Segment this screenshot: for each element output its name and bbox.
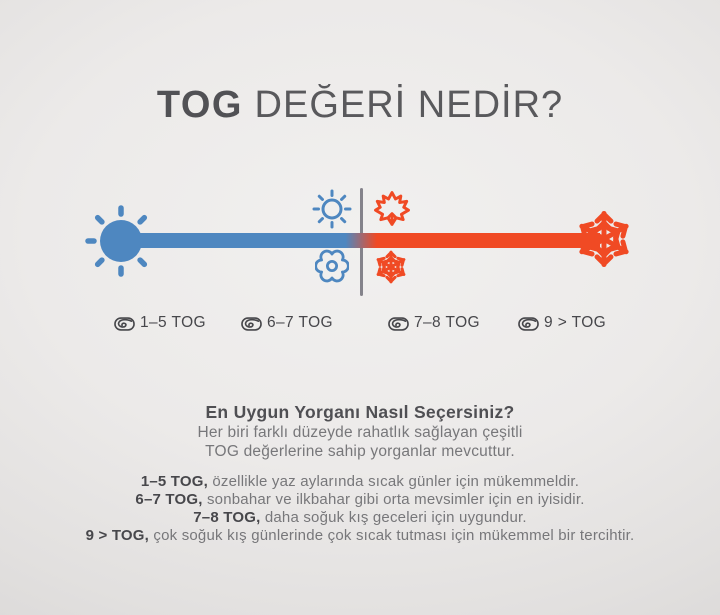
duvet-roll-icon — [388, 316, 409, 331]
tog-item-prefix: 1–5 TOG, — [140, 473, 209, 490]
tog-description-item: 6–7 TOG, sonbahar ve ilkbahar gibi orta … — [0, 491, 720, 509]
tog-item-text: sonbahar ve ilkbahar gibi orta mevsimler… — [202, 490, 585, 508]
tog-item-prefix: 6–7 TOG, — [135, 490, 203, 508]
tog-range-label: 6–7 TOG — [241, 314, 333, 332]
tog-range-text: 7–8 TOG — [414, 314, 480, 331]
snowflake-icon — [573, 208, 635, 270]
page-title-rest: DEĞERİ NEDİR? — [242, 84, 564, 126]
maple-leaf-icon — [372, 189, 412, 229]
snowflake-icon — [373, 249, 409, 285]
info-line: TOG değerlerine sahip yorganlar mevcuttu… — [205, 442, 515, 460]
page-title-bold: TOG — [156, 84, 243, 126]
info-line: Her biri farklı düzeyde rahatlık sağlaya… — [197, 424, 523, 441]
tog-item-text: daha soğuk kış geceleri için uygundur. — [260, 508, 527, 526]
duvet-roll-icon — [518, 316, 539, 331]
tog-description-item: 9 > TOG, çok soğuk kış günlerinde çok sı… — [0, 527, 720, 545]
tog-range-text: 9 > TOG — [544, 314, 607, 331]
tog-range-text: 1–5 TOG — [140, 314, 206, 331]
tog-range-text: 6–7 TOG — [267, 314, 333, 331]
tog-item-text: çok soğuk kış günlerinde çok sıcak tutma… — [149, 526, 635, 544]
page-title: TOG DEĞERİ NEDİR? — [0, 84, 720, 127]
tog-description-item: 1–5 TOG, özellikle yaz aylarında sıcak g… — [0, 473, 720, 491]
tog-range-label: 7–8 TOG — [388, 314, 480, 332]
flower-icon — [314, 249, 350, 283]
tog-range-label: 1–5 TOG — [114, 314, 206, 332]
tog-range-label: 9 > TOG — [518, 314, 606, 332]
sun-outline-icon — [311, 188, 353, 230]
duvet-roll-icon — [241, 316, 262, 331]
tog-description-list: 1–5 TOG, özellikle yaz aylarında sıcak g… — [0, 473, 720, 545]
tog-description-item: 7–8 TOG, daha soğuk kış geceleri için uy… — [0, 509, 720, 527]
info-heading: En Uygun Yorganı Nasıl Seçersiniz? — [205, 402, 515, 422]
tog-item-prefix: 7–8 TOG, — [193, 508, 261, 526]
warm-to-cold-gradient-bar — [120, 233, 600, 248]
tog-item-prefix: 9 > TOG, — [85, 526, 150, 544]
tog-item-text: özellikle yaz aylarında sıcak günler içi… — [208, 473, 580, 490]
info-paragraph: Her biri farklı düzeyde rahatlık sağlaya… — [0, 424, 720, 461]
duvet-roll-icon — [114, 316, 135, 331]
